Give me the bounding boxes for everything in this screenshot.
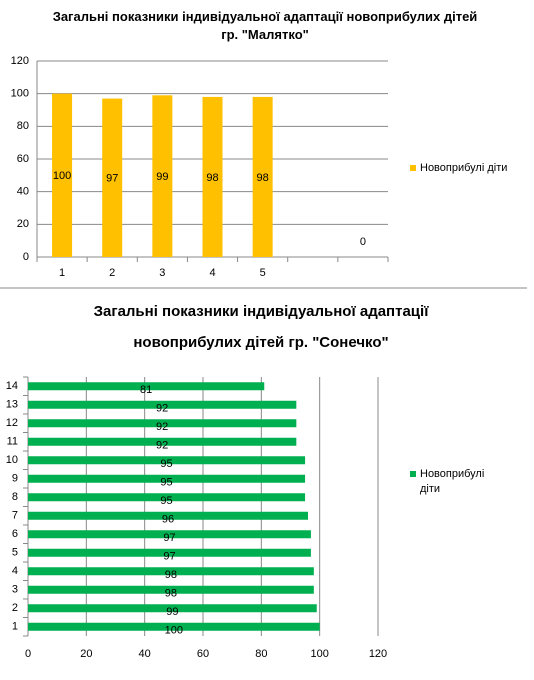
x-tick-label: 60 bbox=[197, 648, 209, 660]
legend: Новоприбулі діти bbox=[410, 467, 500, 497]
y-tick-label: 6 bbox=[12, 528, 18, 540]
chart-title: Загальні показники індивідуальної адапта… bbox=[52, 9, 478, 42]
y-tick-label: 11 bbox=[7, 436, 18, 448]
bar bbox=[28, 622, 320, 631]
legend-swatch bbox=[410, 471, 416, 477]
x-tick-label: 120 bbox=[369, 648, 387, 660]
chart-title: Загальні показники індивідуальної адапта… bbox=[93, 303, 429, 351]
value-label: 100 bbox=[53, 170, 71, 182]
bar bbox=[102, 98, 123, 257]
bar bbox=[202, 96, 223, 257]
y-tick-label: 20 bbox=[17, 218, 29, 230]
value-label: 92 bbox=[156, 421, 168, 433]
value-label: 92 bbox=[156, 403, 168, 415]
value-label: 98 bbox=[165, 588, 177, 600]
value-label: 97 bbox=[106, 173, 118, 185]
legend: Новоприбулі діти bbox=[410, 161, 508, 176]
x-tick-label: 5 bbox=[260, 267, 266, 279]
value-label: 99 bbox=[166, 606, 178, 618]
legend-label: Новоприбулі діти bbox=[420, 162, 508, 174]
y-tick-label: 14 bbox=[6, 380, 18, 392]
value-label: 97 bbox=[163, 532, 175, 544]
value-label: 98 bbox=[165, 569, 177, 581]
y-tick-label: 9 bbox=[12, 473, 18, 485]
bar bbox=[28, 530, 311, 539]
y-tick-label: 13 bbox=[6, 399, 18, 411]
value-label: 98 bbox=[206, 172, 218, 184]
y-tick-label: 0 bbox=[23, 251, 29, 263]
legend-label: Новоприбулі діти bbox=[420, 468, 485, 495]
bar bbox=[152, 95, 173, 257]
bar bbox=[28, 456, 306, 465]
value-label: 95 bbox=[160, 458, 172, 470]
bar bbox=[28, 419, 297, 428]
value-label: 95 bbox=[160, 495, 172, 507]
value-label: 96 bbox=[162, 514, 174, 526]
value-label: 92 bbox=[156, 440, 168, 452]
bar bbox=[28, 382, 265, 391]
bar bbox=[28, 604, 317, 613]
x-tick-label: 1 bbox=[59, 267, 65, 279]
y-tick-label: 40 bbox=[17, 186, 29, 198]
y-tick-label: 1 bbox=[12, 621, 18, 633]
y-tick-label: 12 bbox=[6, 417, 18, 429]
x-tick-label: 3 bbox=[159, 267, 165, 279]
y-tick-label: 80 bbox=[17, 120, 29, 132]
bar bbox=[28, 511, 308, 520]
x-tick-label: 20 bbox=[80, 648, 92, 660]
x-tick-label: 4 bbox=[209, 267, 215, 279]
value-label: 98 bbox=[257, 172, 269, 184]
y-tick-label: 5 bbox=[12, 547, 18, 559]
bar bbox=[28, 548, 311, 557]
x-tick-label: 2 bbox=[109, 267, 115, 279]
y-tick-label: 4 bbox=[12, 565, 18, 577]
y-tick-label: 3 bbox=[12, 584, 18, 596]
y-tick-label: 100 bbox=[11, 88, 29, 100]
value-label: 97 bbox=[163, 551, 175, 563]
bar bbox=[28, 585, 314, 594]
value-label: 81 bbox=[140, 384, 152, 396]
bar bbox=[28, 567, 314, 576]
y-tick-label: 7 bbox=[12, 510, 18, 522]
value-label: 99 bbox=[156, 171, 168, 183]
x-tick-label: 0 bbox=[25, 648, 31, 660]
x-tick-label: 100 bbox=[310, 648, 328, 660]
x-tick-label: 80 bbox=[255, 648, 267, 660]
bar bbox=[52, 93, 73, 258]
bar bbox=[28, 493, 306, 502]
y-tick-label: 10 bbox=[6, 454, 18, 466]
bar bbox=[28, 400, 297, 409]
legend-swatch bbox=[410, 165, 416, 171]
y-tick-label: 8 bbox=[12, 491, 18, 503]
y-tick-label: 120 bbox=[11, 55, 29, 67]
value-label: 0 bbox=[360, 236, 366, 248]
bar bbox=[28, 437, 297, 446]
bar bbox=[252, 96, 273, 257]
y-tick-label: 2 bbox=[12, 602, 18, 614]
bar bbox=[28, 474, 306, 483]
x-tick-label: 40 bbox=[139, 648, 151, 660]
y-tick-label: 60 bbox=[17, 153, 29, 165]
value-label: 100 bbox=[165, 625, 183, 637]
value-label: 95 bbox=[160, 477, 172, 489]
